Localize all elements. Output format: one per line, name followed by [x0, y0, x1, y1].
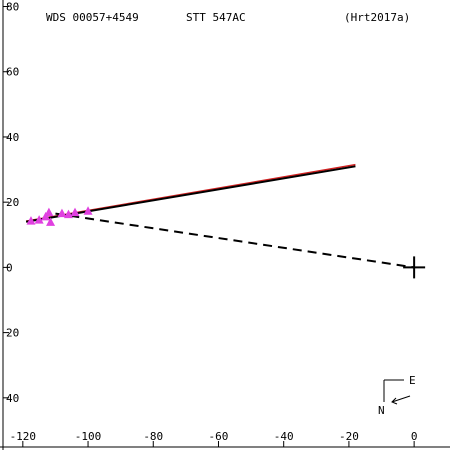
observation-marker [57, 208, 67, 218]
observation-marker [70, 207, 80, 217]
x-tick-label: -80 [143, 430, 163, 443]
orientation-east-label: E [409, 374, 416, 387]
primary-connector-dashed-line [55, 212, 415, 269]
y-axis-ticks: 80 60 40 20 0 20 40 [3, 1, 19, 405]
discoverer-label: STT 547AC [186, 11, 246, 24]
x-tick-label: -120 [10, 430, 37, 443]
x-tick-label: -60 [209, 430, 229, 443]
observation-markers [26, 206, 93, 226]
wds-id-label: WDS 00057+4549 [46, 11, 139, 24]
motion-arrow-icon [391, 397, 398, 405]
primary-star-cross-icon [403, 256, 426, 279]
x-tick-label: 0 [411, 430, 418, 443]
observation-marker [44, 207, 54, 217]
y-tick-label: 80 [6, 1, 19, 14]
x-axis-ticks: -120 -100 -80 -60 -40 -20 0 [10, 430, 418, 447]
orientation-north-label: N [378, 404, 385, 417]
y-tick-label: 40 [6, 131, 19, 144]
fitted-orbit-line [25, 165, 356, 223]
reference-label: (Hrt2017a) [344, 11, 410, 24]
x-tick-label: -40 [274, 430, 294, 443]
x-tick-label: -100 [75, 430, 102, 443]
observation-marker [83, 206, 93, 215]
observation-marker [46, 217, 56, 226]
y-tick-label: 20 [6, 327, 19, 340]
y-tick-label: 40 [6, 392, 19, 405]
motion-arrow-shaft [391, 395, 411, 403]
y-tick-label: 60 [6, 66, 19, 79]
orientation-indicator: E N [378, 374, 416, 417]
observation-marker [26, 216, 36, 225]
y-tick-label: 20 [6, 196, 19, 209]
observation-marker [34, 215, 44, 224]
x-tick-label: -20 [339, 430, 359, 443]
y-tick-label: 0 [6, 261, 13, 274]
